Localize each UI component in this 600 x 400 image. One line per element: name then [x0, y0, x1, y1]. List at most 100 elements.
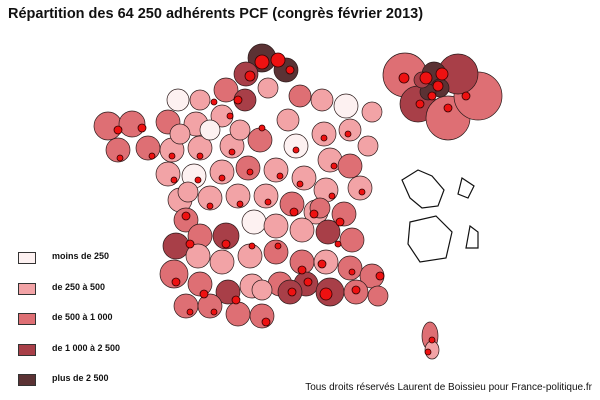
department-34	[209, 159, 235, 185]
department-53	[339, 227, 365, 253]
department-42	[253, 183, 279, 209]
membership-circle-7	[258, 124, 266, 132]
membership-circle-36	[171, 277, 181, 287]
membership-circles	[113, 52, 471, 356]
membership-circle-32	[297, 265, 307, 275]
department-52	[315, 219, 341, 245]
membership-circle-49	[218, 174, 226, 182]
membership-circle-37	[199, 289, 209, 299]
membership-circle-46	[334, 240, 342, 248]
membership-circle-5	[233, 95, 243, 105]
legend-label-1: moins de 250	[52, 251, 110, 261]
membership-circle-21	[181, 211, 191, 221]
department-27	[338, 118, 362, 142]
membership-circle-4	[285, 65, 295, 75]
membership-circle-53	[328, 192, 336, 200]
ile-de-france-inset	[382, 52, 503, 141]
membership-circle-28	[185, 239, 195, 249]
department-7	[288, 84, 312, 108]
membership-circle-40	[287, 287, 297, 297]
department-72	[173, 293, 199, 319]
membership-circle-9	[113, 125, 123, 135]
department-71	[367, 285, 389, 307]
membership-circle-61	[415, 99, 425, 109]
membership-circle-35	[375, 271, 385, 281]
department-64	[187, 271, 213, 297]
membership-circle-41	[303, 277, 313, 287]
membership-circle-14	[196, 152, 204, 160]
department-50	[263, 213, 289, 239]
membership-circle-27	[335, 217, 345, 227]
department-40	[197, 185, 223, 211]
department-6	[257, 77, 279, 99]
department-35	[235, 155, 261, 181]
legend-label-3: de 500 à 1 000	[52, 312, 113, 322]
membership-circle-54	[428, 336, 436, 344]
department-11	[166, 88, 190, 112]
membership-circle-60	[427, 91, 437, 101]
membership-circle-17	[320, 134, 328, 142]
membership-circle-56	[398, 72, 410, 84]
membership-circle-3	[244, 70, 256, 82]
legend-swatch-4	[18, 344, 36, 356]
membership-circle-43	[351, 285, 361, 295]
department-61	[337, 255, 363, 281]
membership-circle-63	[461, 91, 471, 101]
department-75	[249, 303, 275, 329]
membership-circle-1	[254, 54, 270, 70]
membership-circle-10	[137, 123, 147, 133]
department-31	[347, 175, 373, 201]
membership-circle-39	[261, 317, 271, 327]
membership-circle-52	[296, 180, 304, 188]
membership-circle-19	[330, 162, 338, 170]
department-82	[229, 119, 251, 141]
membership-circle-18	[344, 130, 352, 138]
department-12	[189, 89, 211, 111]
department-30	[337, 153, 363, 179]
department-81	[199, 119, 221, 141]
membership-circle-22	[206, 202, 214, 210]
membership-circle-8	[226, 112, 234, 120]
department-60	[313, 249, 339, 275]
legend-label-2: de 250 à 500	[52, 282, 106, 292]
membership-circle-30	[248, 242, 256, 250]
membership-circle-11	[148, 152, 156, 160]
legend-swatch-3	[18, 313, 36, 325]
department-48	[212, 222, 240, 250]
membership-circle-45	[210, 308, 218, 316]
department-54	[162, 232, 190, 260]
mainland-france	[93, 43, 440, 360]
department-74	[225, 301, 251, 327]
membership-circle-33	[317, 259, 327, 269]
department-77	[251, 279, 273, 301]
membership-circle-23	[236, 200, 244, 208]
membership-circle-34	[348, 268, 356, 276]
department-55	[185, 243, 211, 269]
department-63	[159, 259, 189, 289]
department-9	[333, 93, 359, 119]
membership-circle-12	[116, 154, 124, 162]
department-10	[361, 101, 383, 123]
department-41	[225, 183, 251, 209]
department-19	[105, 137, 131, 163]
department-28	[357, 135, 379, 157]
membership-circle-25	[289, 207, 299, 217]
department-21	[187, 135, 213, 161]
membership-circle-57	[419, 71, 433, 85]
membership-circle-55	[424, 348, 432, 356]
membership-circle-44	[186, 308, 194, 316]
department-25	[283, 133, 309, 159]
department-36	[263, 157, 289, 183]
legend-swatch-5	[18, 374, 36, 386]
membership-circle-42	[319, 287, 333, 301]
membership-circle-38	[231, 295, 241, 305]
membership-circle-58	[435, 67, 449, 81]
guadeloupe-outline	[401, 169, 445, 209]
department-79	[177, 181, 199, 203]
membership-circle-51	[170, 176, 178, 184]
membership-circle-24	[264, 198, 272, 206]
membership-circle-20	[358, 188, 366, 196]
legend-swatch-1	[18, 252, 36, 264]
legend-swatch-2	[18, 283, 36, 295]
